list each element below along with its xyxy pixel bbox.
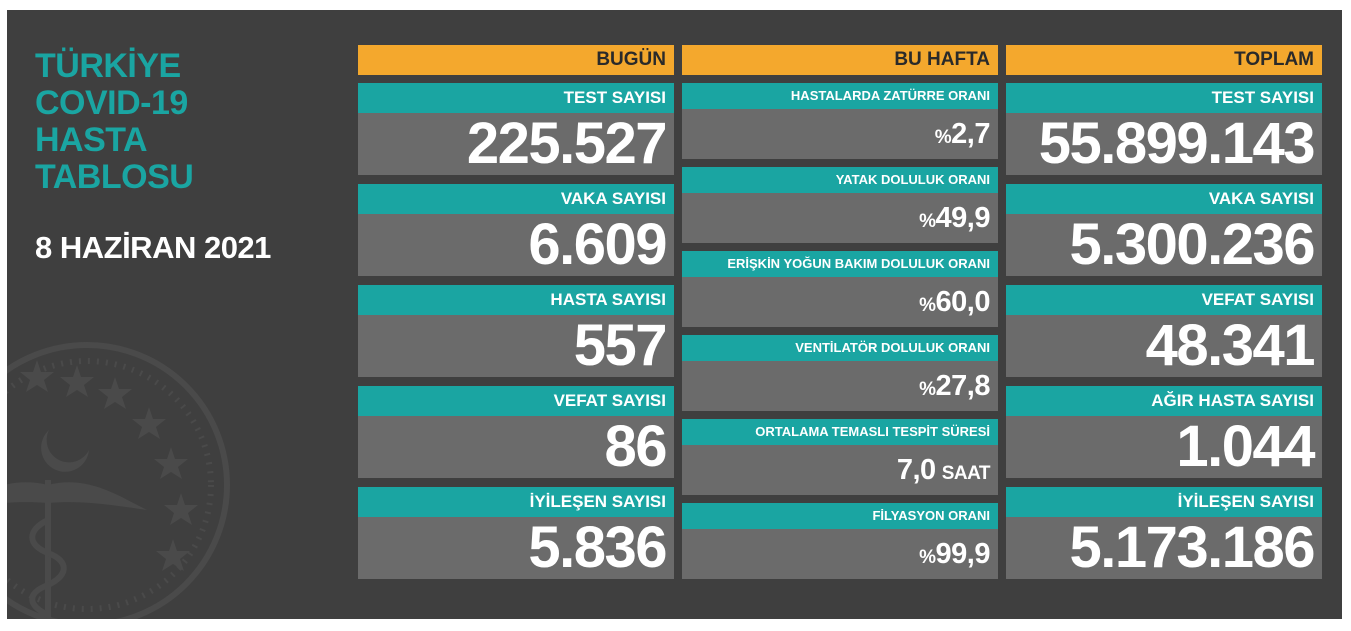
week-contact-card: ORTALAMA TEMASLI TESPİT SÜRESİ 7,0 SAAT	[682, 419, 998, 495]
week-header: BU HAFTA	[682, 45, 998, 75]
total-case-card: VAKA SAYISI 5.300.236	[1006, 184, 1322, 276]
total-test-label: TEST SAYISI	[1006, 83, 1322, 113]
week-contact-label: ORTALAMA TEMASLI TESPİT SÜRESİ	[682, 419, 998, 445]
today-death-value: 86	[358, 416, 674, 478]
total-recovered-label: İYİLEŞEN SAYISI	[1006, 487, 1322, 517]
week-filiation-card: FİLYASYON ORANI %99,9	[682, 503, 998, 579]
week-bed-label: YATAK DOLULUK ORANI	[682, 167, 998, 193]
today-case-label: VAKA SAYISI	[358, 184, 674, 214]
today-recovered-value: 5.836	[358, 517, 674, 579]
total-critical-value: 1.044	[1006, 416, 1322, 478]
week-icu-value: %60,0	[682, 277, 998, 327]
today-case-card: VAKA SAYISI 6.609	[358, 184, 674, 276]
today-patient-card: HASTA SAYISI 557	[358, 285, 674, 377]
today-header: BUGÜN	[358, 45, 674, 75]
total-death-card: VEFAT SAYISI 48.341	[1006, 285, 1322, 377]
week-icu-label: ERİŞKİN YOĞUN BAKIM DOLULUK ORANI	[682, 251, 998, 277]
total-case-value: 5.300.236	[1006, 214, 1322, 276]
today-column: BUGÜN TEST SAYISI 225.527 VAKA SAYISI 6.…	[358, 45, 674, 579]
week-filiation-label: FİLYASYON ORANI	[682, 503, 998, 529]
week-icu-card: ERİŞKİN YOĞUN BAKIM DOLULUK ORANI %60,0	[682, 251, 998, 327]
today-patient-value: 557	[358, 315, 674, 377]
today-death-label: VEFAT SAYISI	[358, 386, 674, 416]
total-test-card: TEST SAYISI 55.899.143	[1006, 83, 1322, 175]
total-death-label: VEFAT SAYISI	[1006, 285, 1322, 315]
week-ventilator-label: VENTİLATÖR DOLULUK ORANI	[682, 335, 998, 361]
total-test-value: 55.899.143	[1006, 113, 1322, 175]
total-death-value: 48.341	[1006, 315, 1322, 377]
report-date: 8 HAZİRAN 2021	[35, 230, 271, 265]
today-test-value: 225.527	[358, 113, 674, 175]
week-pneumonia-value: %2,7	[682, 109, 998, 159]
covid-dashboard: TÜRKİYE COVID-19 HASTA TABLOSU 8 HAZİRAN…	[7, 10, 1342, 619]
week-contact-value: 7,0 SAAT	[682, 445, 998, 495]
week-filiation-value: %99,9	[682, 529, 998, 579]
week-bed-card: YATAK DOLULUK ORANI %49,9	[682, 167, 998, 243]
today-recovered-card: İYİLEŞEN SAYISI 5.836	[358, 487, 674, 579]
week-pneumonia-card: HASTALARDA ZATÜRRE ORANI %2,7	[682, 83, 998, 159]
total-column: TOPLAM TEST SAYISI 55.899.143 VAKA SAYIS…	[1006, 45, 1322, 579]
week-ventilator-card: VENTİLATÖR DOLULUK ORANI %27,8	[682, 335, 998, 411]
ministry-emblem-icon	[7, 342, 230, 619]
today-patient-label: HASTA SAYISI	[358, 285, 674, 315]
week-pneumonia-label: HASTALARDA ZATÜRRE ORANI	[682, 83, 998, 109]
total-header: TOPLAM	[1006, 45, 1322, 75]
week-ventilator-value: %27,8	[682, 361, 998, 411]
total-critical-card: AĞIR HASTA SAYISI 1.044	[1006, 386, 1322, 478]
today-test-card: TEST SAYISI 225.527	[358, 83, 674, 175]
total-recovered-value: 5.173.186	[1006, 517, 1322, 579]
dashboard-title: TÜRKİYE COVID-19 HASTA TABLOSU	[35, 47, 194, 196]
week-bed-value: %49,9	[682, 193, 998, 243]
total-recovered-card: İYİLEŞEN SAYISI 5.173.186	[1006, 487, 1322, 579]
total-critical-label: AĞIR HASTA SAYISI	[1006, 386, 1322, 416]
week-column: BU HAFTA HASTALARDA ZATÜRRE ORANI %2,7 Y…	[682, 45, 998, 579]
today-case-value: 6.609	[358, 214, 674, 276]
today-recovered-label: İYİLEŞEN SAYISI	[358, 487, 674, 517]
today-death-card: VEFAT SAYISI 86	[358, 386, 674, 478]
today-test-label: TEST SAYISI	[358, 83, 674, 113]
total-case-label: VAKA SAYISI	[1006, 184, 1322, 214]
